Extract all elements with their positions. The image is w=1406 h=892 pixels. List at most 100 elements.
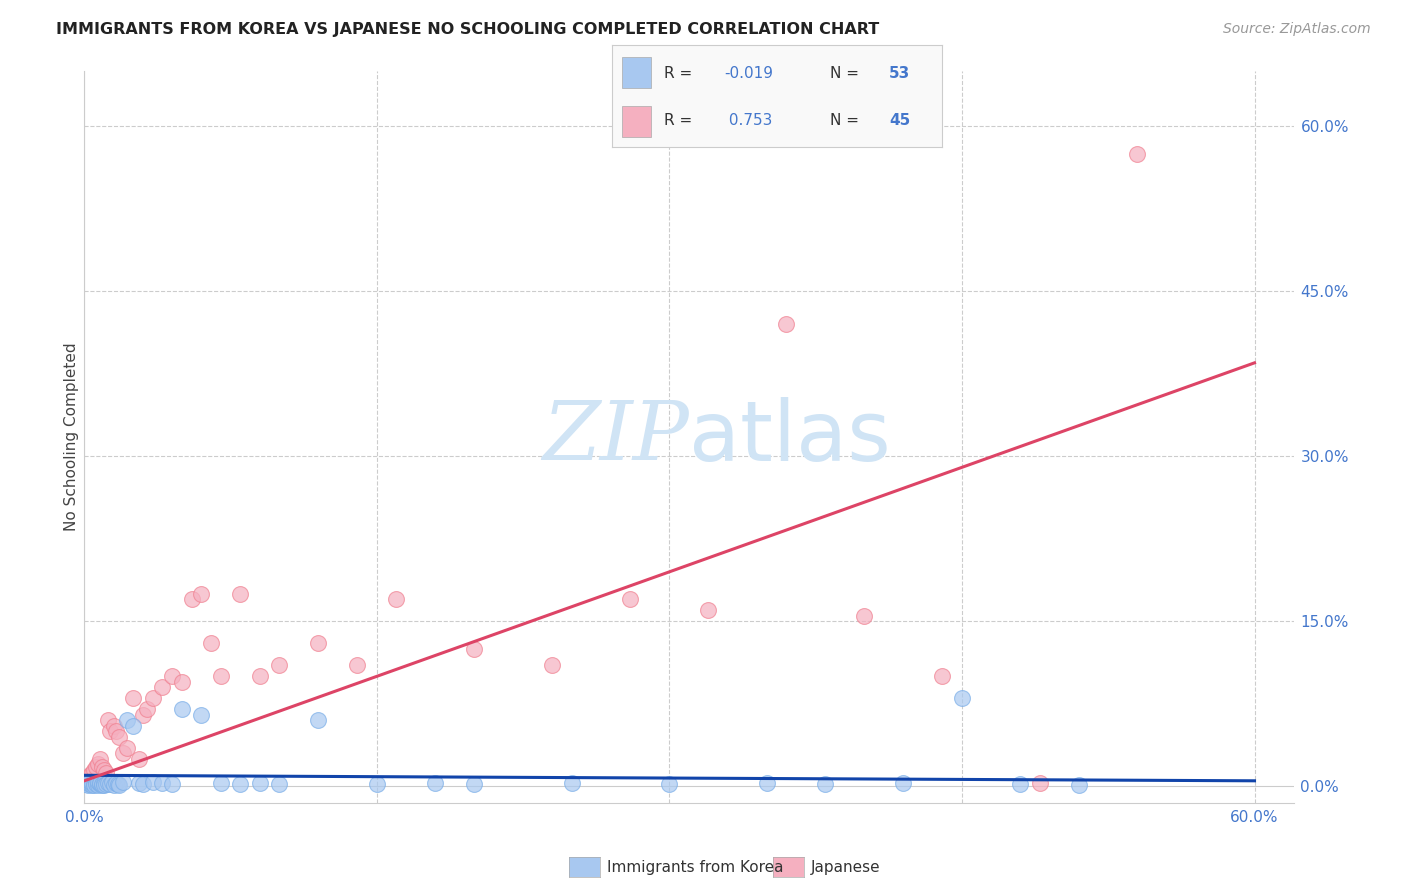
Point	[128, 776, 150, 790]
Point	[117, 740, 139, 755]
Point	[87, 775, 110, 789]
Point	[541, 658, 564, 673]
Point	[853, 608, 876, 623]
Point	[98, 724, 121, 739]
Point	[94, 777, 117, 791]
Point	[82, 778, 104, 792]
Point	[90, 759, 112, 773]
Point	[1029, 776, 1052, 790]
Point	[103, 719, 125, 733]
Point	[89, 752, 111, 766]
Point	[122, 691, 145, 706]
Point	[83, 777, 105, 791]
Point	[160, 777, 183, 791]
Point	[425, 776, 447, 790]
Point	[75, 773, 97, 788]
Point	[814, 777, 837, 791]
Point	[82, 776, 104, 790]
Text: -0.019: -0.019	[724, 66, 773, 81]
Point	[94, 766, 117, 780]
Point	[108, 778, 131, 792]
Point	[190, 707, 212, 722]
Point	[97, 714, 120, 728]
Point	[107, 777, 129, 791]
Point	[950, 691, 973, 706]
Point	[89, 777, 111, 791]
Point	[697, 603, 720, 617]
Point	[98, 777, 121, 791]
Point	[112, 775, 135, 789]
Text: atlas: atlas	[689, 397, 890, 477]
Point	[84, 759, 107, 773]
Point	[83, 763, 105, 777]
FancyBboxPatch shape	[621, 57, 651, 87]
Point	[135, 702, 157, 716]
Text: R =: R =	[665, 66, 697, 81]
Point	[84, 777, 107, 791]
Point	[619, 592, 641, 607]
Point	[160, 669, 183, 683]
Point	[122, 719, 145, 733]
Text: 0.753: 0.753	[724, 113, 772, 128]
Point	[104, 724, 127, 739]
Point	[229, 587, 252, 601]
Point	[132, 707, 155, 722]
Point	[142, 691, 165, 706]
Point	[79, 777, 101, 791]
Point	[142, 775, 165, 789]
Point	[128, 752, 150, 766]
Point	[249, 669, 271, 683]
Text: N =: N =	[830, 66, 863, 81]
Point	[104, 776, 127, 790]
Text: R =: R =	[665, 113, 697, 128]
Point	[87, 757, 110, 772]
Point	[463, 641, 485, 656]
Point	[90, 777, 112, 791]
Point	[89, 776, 111, 790]
Point	[180, 592, 202, 607]
Point	[97, 776, 120, 790]
Point	[90, 778, 112, 792]
Point	[93, 776, 115, 790]
Point	[77, 776, 100, 790]
Point	[112, 747, 135, 761]
Point	[893, 776, 915, 790]
Point	[775, 318, 797, 332]
Text: Japanese: Japanese	[811, 860, 882, 874]
Point	[1126, 146, 1149, 161]
Point	[150, 681, 173, 695]
Text: ZIP: ZIP	[543, 397, 689, 477]
Point	[1067, 778, 1090, 792]
Point	[307, 636, 329, 650]
Y-axis label: No Schooling Completed: No Schooling Completed	[63, 343, 79, 532]
Point	[229, 777, 252, 791]
Point	[200, 636, 222, 650]
Point	[150, 776, 173, 790]
Point	[75, 777, 97, 791]
Point	[209, 776, 232, 790]
Point	[93, 763, 115, 777]
Point	[84, 776, 107, 790]
Point	[209, 669, 232, 683]
Point	[132, 777, 155, 791]
Point	[269, 777, 291, 791]
Point	[658, 777, 681, 791]
Point	[103, 778, 125, 792]
Point	[83, 778, 105, 792]
Point	[561, 776, 583, 790]
Point	[249, 776, 271, 790]
Point	[108, 730, 131, 744]
Point	[93, 778, 115, 792]
Point	[190, 587, 212, 601]
Point	[385, 592, 408, 607]
Point	[100, 775, 122, 789]
Text: Immigrants from Korea: Immigrants from Korea	[607, 860, 785, 874]
Point	[82, 766, 104, 780]
Point	[269, 658, 291, 673]
Point	[79, 775, 101, 789]
Point	[77, 771, 100, 785]
Point	[170, 674, 193, 689]
Point	[77, 778, 100, 792]
Point	[346, 658, 368, 673]
Point	[79, 768, 101, 782]
